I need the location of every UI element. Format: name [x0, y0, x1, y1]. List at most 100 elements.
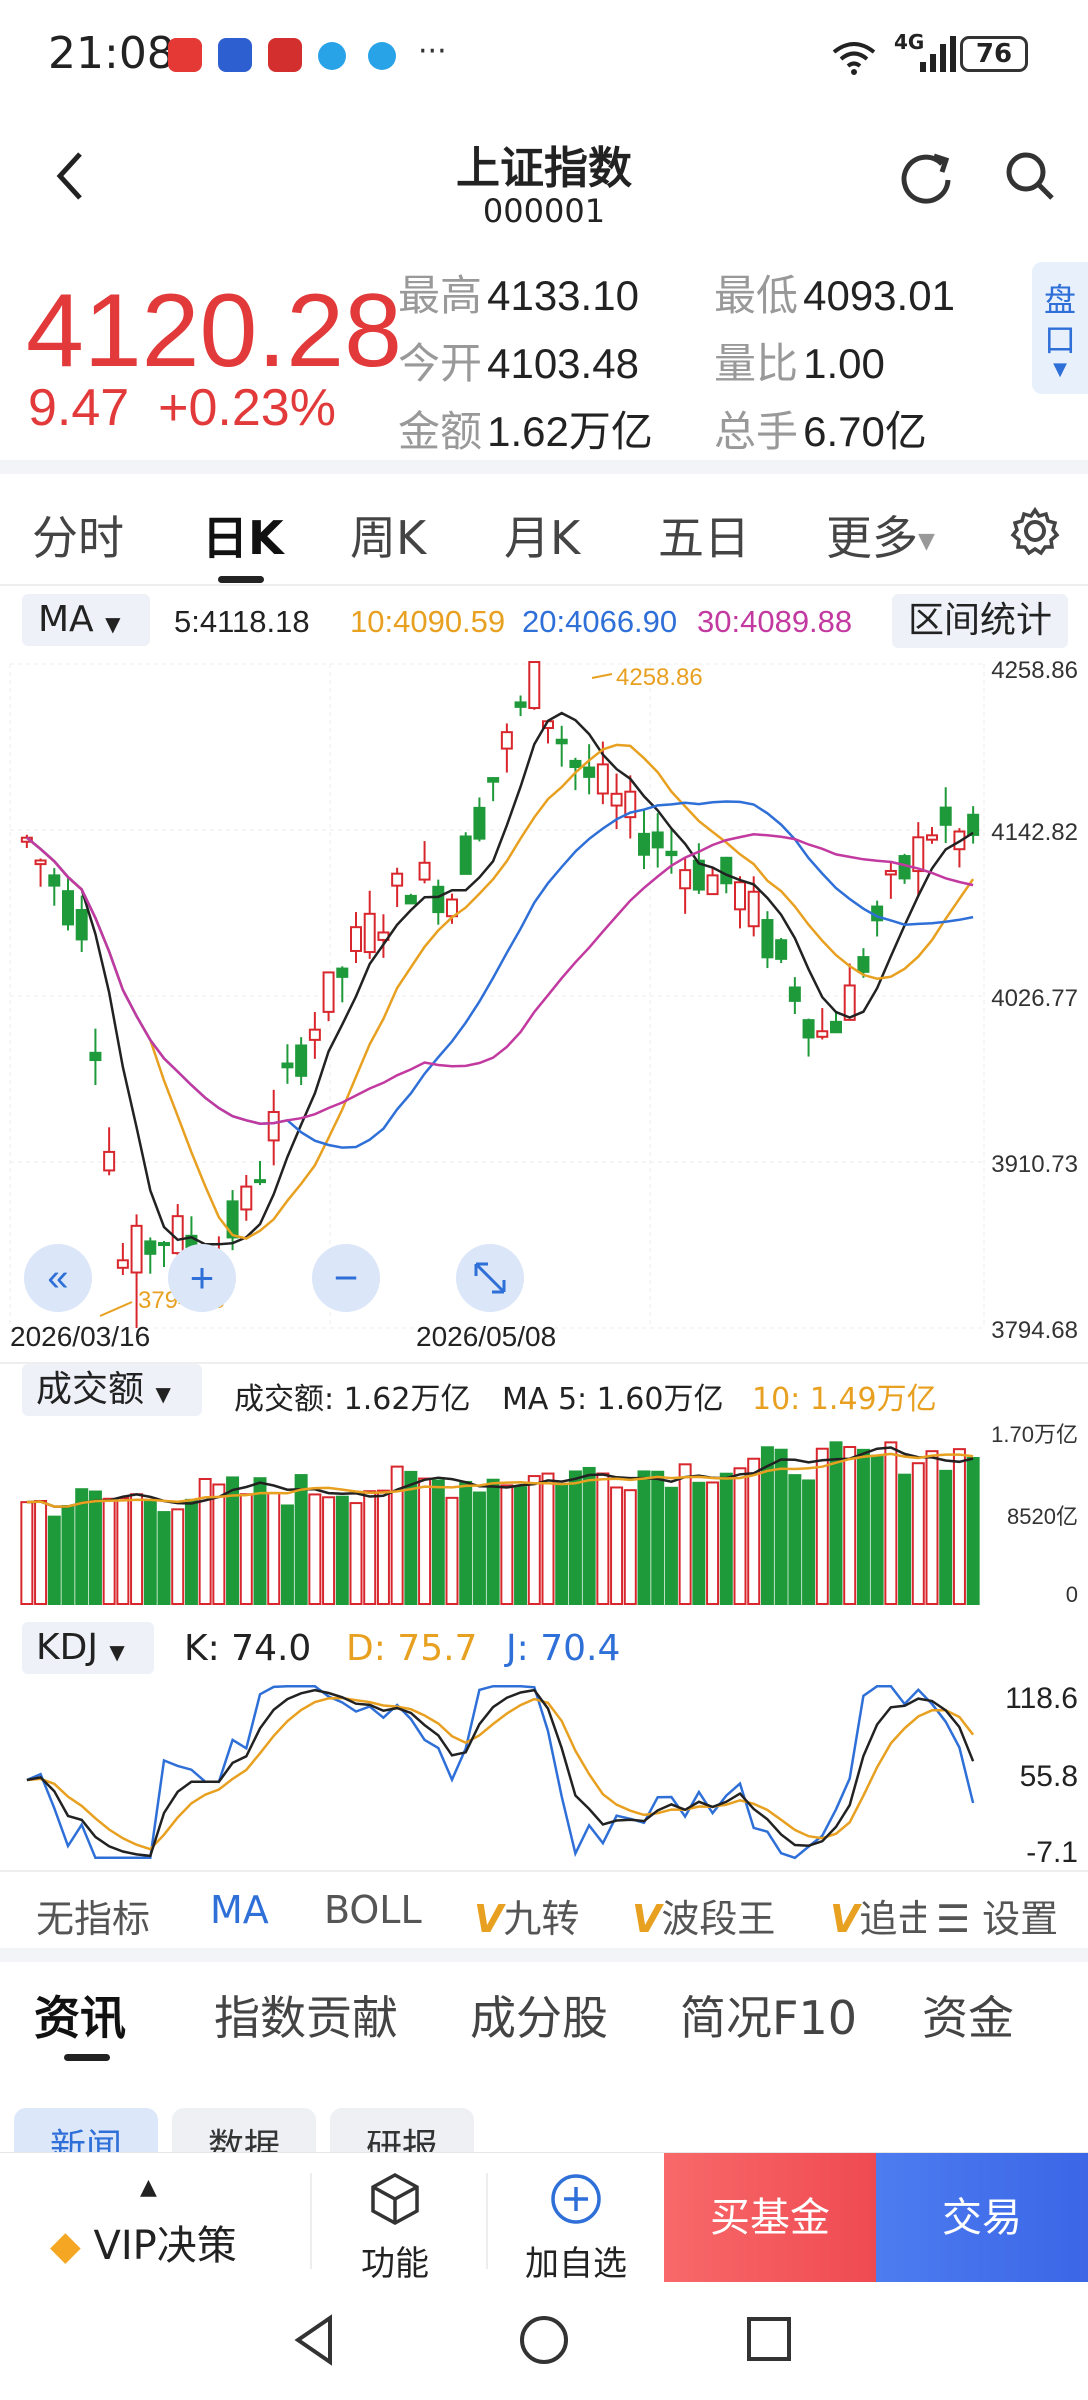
candle-body	[775, 939, 788, 960]
nav-back-icon[interactable]	[290, 2312, 340, 2368]
tool-zhui[interactable]: V追击	[830, 1888, 926, 1943]
volume-bar	[157, 1511, 171, 1605]
candle-body	[432, 885, 445, 914]
candle-body	[747, 890, 760, 928]
refresh-icon[interactable]	[898, 148, 954, 204]
tool-settings[interactable]: ☰ 设置	[926, 1888, 1059, 1943]
candle-body	[322, 971, 335, 1013]
change-value: 9.47	[28, 379, 130, 437]
volume-bar	[171, 1508, 185, 1605]
tab-overview-f10[interactable]: 简况F10	[680, 1991, 857, 2045]
candle-body	[638, 832, 650, 856]
candle-body	[514, 701, 527, 708]
volume-ma-line	[26, 1452, 974, 1508]
zoom-out-button[interactable]	[312, 1244, 380, 1312]
kdj-indicator-select[interactable]: KDJ ▼	[22, 1622, 154, 1674]
volume-bar	[459, 1480, 473, 1605]
nav-recents-icon[interactable]	[744, 2314, 796, 2366]
date-start: 2026/03/16	[10, 1321, 150, 1352]
volume-bar	[747, 1457, 761, 1605]
network-type: 4G	[894, 30, 925, 54]
search-icon[interactable]	[1002, 148, 1058, 204]
candle-body	[734, 881, 746, 911]
candle-body	[528, 661, 541, 710]
kdj-chart[interactable]: 118.6 55.8 -7.1	[0, 1674, 1088, 1870]
v-badge-icon: V	[474, 1897, 504, 1941]
candle-body	[62, 890, 74, 926]
tool-boduan-label: 波段王	[661, 1897, 776, 1941]
volume-y-tick: 0	[1066, 1582, 1078, 1607]
volume-bar	[486, 1478, 500, 1606]
pankou-label: 盘口	[1043, 281, 1076, 359]
tab-news[interactable]: 资讯	[34, 1991, 126, 2045]
tool-boduan[interactable]: V波段王	[632, 1888, 775, 1943]
volume-chart[interactable]: 1.70万亿 8520亿 0	[0, 1418, 1088, 1614]
battery-icon: 76	[960, 36, 1028, 72]
function-button[interactable]: 功能	[340, 2171, 450, 2285]
range-stats-button[interactable]: 区间统计	[892, 594, 1068, 648]
date-mid: 2026/05/08	[416, 1321, 556, 1352]
volume-bar	[802, 1479, 816, 1606]
divider	[310, 2173, 312, 2269]
indicator-select-ma[interactable]: MA ▼	[22, 594, 150, 646]
candle-body	[254, 1179, 266, 1184]
indicator-select-label: MA	[38, 599, 94, 640]
pankou-button[interactable]: 盘口 ▼	[1032, 262, 1088, 394]
volume-bar	[239, 1493, 253, 1605]
candle-body	[350, 926, 362, 952]
tab-daily-k[interactable]: 日K	[202, 511, 284, 565]
ma20-value: 20:4066.90	[522, 604, 678, 639]
candle-body	[926, 834, 938, 841]
tab-more[interactable]: 更多▼	[826, 502, 935, 568]
buy-fund-button[interactable]: 买基金	[664, 2153, 876, 2283]
volume-bar	[116, 1497, 130, 1605]
candle-body	[651, 831, 664, 849]
volume-bar	[445, 1496, 459, 1605]
volume-bar	[61, 1505, 75, 1605]
zoom-in-button[interactable]	[168, 1244, 236, 1312]
tab-index-contribution[interactable]: 指数贡献	[214, 1991, 398, 2045]
tab-monthly-k[interactable]: 月K	[504, 511, 581, 565]
trade-button[interactable]: 交易	[876, 2153, 1088, 2283]
y-tick: 4258.86	[991, 657, 1078, 684]
tab-weekly-k[interactable]: 周K	[350, 511, 427, 565]
diamond-icon: ◆	[50, 2223, 81, 2269]
volume-bar	[925, 1450, 939, 1606]
gear-icon[interactable]	[1010, 506, 1060, 556]
back-chevron-left-icon[interactable]	[52, 150, 88, 202]
candle-body	[308, 1028, 321, 1041]
volume-bar	[143, 1500, 157, 1605]
candle-body	[939, 806, 952, 826]
wifi-icon	[832, 42, 876, 75]
scroll-left-button[interactable]	[24, 1244, 92, 1312]
candle-body	[459, 835, 472, 875]
volume-bar	[102, 1497, 116, 1605]
vip-decision-button[interactable]: ◆ VIP决策	[50, 2213, 237, 2271]
tab-more-label: 更多	[826, 511, 918, 565]
volume-bar	[267, 1492, 281, 1605]
candle-body	[295, 1044, 308, 1077]
function-label: 功能	[361, 2244, 429, 2284]
volume-bar	[280, 1504, 294, 1605]
candle-body	[692, 859, 705, 891]
ma-line	[26, 743, 975, 1240]
tab-constituents[interactable]: 成分股	[470, 1991, 608, 2045]
tab-five-day[interactable]: 五日	[658, 511, 750, 565]
add-watchlist-button[interactable]: 加自选	[516, 2171, 636, 2285]
tool-ma[interactable]: MA	[210, 1888, 269, 1932]
nav-home-icon[interactable]	[516, 2312, 572, 2368]
tool-boll[interactable]: BOLL	[324, 1888, 422, 1932]
volume-bar	[952, 1448, 966, 1606]
volume-indicator-select[interactable]: 成交额 ▼	[22, 1364, 202, 1416]
tool-jiuzhuan[interactable]: V九转	[474, 1888, 579, 1943]
volume-bar	[911, 1462, 925, 1605]
candle-body	[843, 984, 856, 1021]
kline-chart[interactable]: 4258.86 4142.82 4026.77 3910.73 3794.68 …	[0, 652, 1088, 1358]
tool-zhui-label: 追击	[859, 1897, 926, 1941]
tool-no-indicator[interactable]: 无指标	[36, 1897, 151, 1941]
volume-bar	[472, 1491, 486, 1605]
tab-capital[interactable]: 资金	[922, 1991, 1014, 2045]
kdj-y-tick: -7.1	[1026, 1836, 1078, 1869]
tab-fenshi[interactable]: 分时	[32, 511, 124, 565]
volume-bar	[349, 1502, 363, 1605]
